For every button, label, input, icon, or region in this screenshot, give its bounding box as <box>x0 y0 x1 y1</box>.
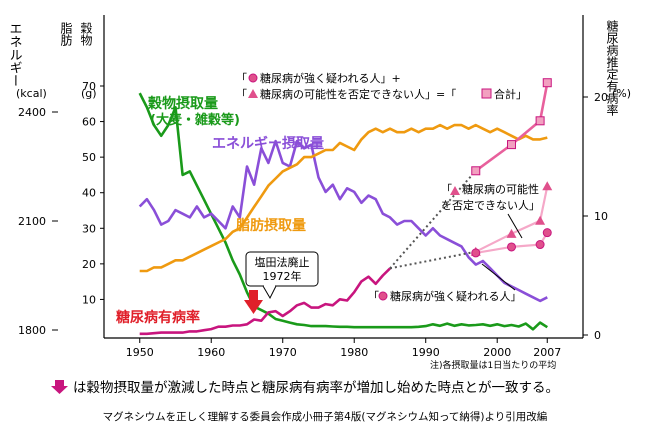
red-down-arrow-icon <box>244 290 263 314</box>
grain-tick-label: 40 <box>82 187 96 200</box>
x-tick-label: 1970 <box>269 346 297 359</box>
energy-series-label: エネルギー摂取量 <box>212 135 324 152</box>
caption-arrow-icon <box>51 380 68 394</box>
diabetes-axis-label: 糖尿病推定有病率 <box>605 19 619 116</box>
salt-law-text-2: 1972年 <box>263 269 302 283</box>
diabetes-series-label: 糖尿病有病率 <box>116 309 200 326</box>
callout-possible-text-2: を否定できない人」 <box>441 198 540 212</box>
legend-square-marker <box>481 88 492 99</box>
salt-law-text-1: 塩田法廃止 <box>255 255 310 269</box>
diabetes-tick-label: 20 <box>594 91 608 104</box>
x-tick-label: 1980 <box>340 346 368 359</box>
grain-tick-label: 70 <box>82 80 96 93</box>
energy-tick-label: 2400 <box>18 106 46 119</box>
survey-line-total <box>475 82 549 172</box>
energy-axis-title: エネルギー <box>7 22 22 87</box>
grain-tick-label: 20 <box>82 258 96 271</box>
callout-triangle-marker <box>450 186 460 195</box>
x-tick-label: 1960 <box>197 346 225 359</box>
grain-tick-label: 50 <box>82 151 96 164</box>
grain-axis-label: 穀物 <box>79 22 93 46</box>
survey-point-possible <box>542 181 553 191</box>
grain-intake-line <box>138 92 548 331</box>
grain-tick-label: 30 <box>82 222 96 235</box>
callout-strong: 「 糖尿病が強く疑われる人」 <box>368 263 521 303</box>
callout-strong-text: 糖尿病が強く疑われる人」 <box>390 289 521 303</box>
survey-point-strong <box>507 242 517 252</box>
callout-possible: 「 糖尿病の可能性 を否定できない人」 <box>441 182 540 239</box>
survey-point-total <box>507 140 517 150</box>
grain-tick-label: 10 <box>82 293 96 306</box>
callout-possible-text-1: 糖尿病の可能性 <box>462 182 539 196</box>
survey-line-possible <box>475 186 549 253</box>
energy-tick-label: 2100 <box>18 215 46 228</box>
footnote: 注)各摂取量は1日当たりの平均 <box>430 359 556 371</box>
energy-axis-label: エネルギー <box>7 22 22 87</box>
fat-axis-label: 脂肪 <box>59 21 73 47</box>
x-tick-label: 1990 <box>412 346 440 359</box>
survey-point-possible <box>535 215 546 225</box>
grain-tick-label: 60 <box>82 116 96 129</box>
callout-strong-open: 「 <box>368 290 379 303</box>
legend-triangle-marker <box>248 89 258 98</box>
legend-line1-text: 糖尿病が強く疑われる人」+ <box>260 71 401 85</box>
callout-possible-open: 「 <box>441 183 452 196</box>
x-tick-label: 2000 <box>483 346 511 359</box>
survey-point-strong <box>471 248 481 258</box>
survey-point-strong <box>542 228 552 238</box>
axis-ticks: 1950 1960 1970 1980 1990 2000 2007 1800 2100 2400… <box>18 80 608 359</box>
energy-tick-label: 1800 <box>18 324 46 337</box>
callout-circle-marker <box>378 291 388 301</box>
diabetes-prevalence-line <box>139 267 391 336</box>
grain-axis-unit: (g) <box>81 87 97 100</box>
grain-series-sublabel: (大麦・雑穀等) <box>150 112 240 128</box>
legend-line2-open: 「 <box>236 88 247 101</box>
fat-intake-line <box>139 123 548 273</box>
survey-point-total <box>542 78 552 88</box>
survey-line-strong <box>475 232 549 254</box>
diabetes-axis-unit: (%) <box>612 87 631 100</box>
energy-intake-line <box>138 139 548 303</box>
diabetes-tick-label: 10 <box>594 210 608 223</box>
grain-series-label: 穀物摂取量 <box>148 95 218 112</box>
survey-connector-possible <box>389 250 476 270</box>
legend-line2-text: 糖尿病の可能性を否定できない人」=「 <box>260 87 456 101</box>
salt-law-callout: 塩田法廃止 1972年 <box>245 251 319 300</box>
fat-series-label: 脂肪摂取量 <box>235 217 306 234</box>
x-tick-label: 1950 <box>126 346 154 359</box>
caption-source: マグネシウムを正しく理解する委員会作成小冊子第4版(マグネシウム知って納得)より… <box>103 410 548 423</box>
energy-axis-unit: (kcal) <box>16 87 47 100</box>
survey-point-total <box>471 166 481 176</box>
x-tick-label: 2007 <box>533 346 561 359</box>
survey-point-total <box>535 116 545 126</box>
survey-point-possible <box>506 228 517 238</box>
survey-layer <box>389 78 553 270</box>
plot-frame <box>103 15 584 339</box>
legend-line1-open: 「 <box>236 72 247 85</box>
series-layer <box>138 92 548 336</box>
legend-circle-marker <box>248 73 258 83</box>
survey-point-strong <box>535 240 545 250</box>
survey-connector-total <box>389 170 477 270</box>
diabetes-tick-label: 0 <box>594 329 601 342</box>
legend-line2-total: 合計」 <box>494 87 527 101</box>
survey-legend: 「 糖尿病が強く疑われる人」+ 「 糖尿病の可能性を否定できない人」=「 合計」 <box>236 71 527 101</box>
caption-main: は穀物摂取量が激減した時点と糖尿病有病率が増加し始めた時点とが一致する。 <box>73 379 559 396</box>
